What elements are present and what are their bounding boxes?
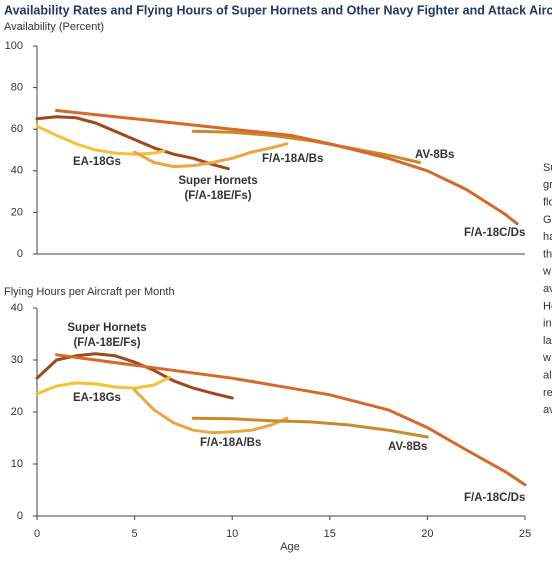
series-line	[55, 109, 519, 226]
series-label: EA-18Gs	[73, 392, 121, 404]
series-label: Super Hornets (F/A-18E/Fs)	[67, 322, 146, 349]
y-tick-label: 20	[11, 406, 23, 418]
series-label: AV-8Bs	[388, 441, 427, 453]
x-axis-label: Age	[280, 541, 300, 553]
sidebar-text: w	[542, 352, 551, 364]
page-title: Availability Rates and Flying Hours of S…	[4, 3, 552, 17]
series-line	[133, 388, 289, 435]
y-tick-label: 30	[11, 354, 23, 366]
y-tick-label: 0	[17, 510, 23, 522]
sidebar-text: Gr	[543, 214, 552, 226]
y-tick-label: 80	[11, 82, 23, 94]
y-tick-label: 20	[11, 206, 23, 218]
sidebar-text: ha	[543, 231, 552, 243]
sidebar-text: Su	[543, 162, 552, 174]
series-label: AV-8Bs	[415, 149, 454, 161]
sidebar-text: av	[543, 283, 552, 295]
x-tick-label: 10	[226, 528, 238, 540]
series-line	[35, 124, 166, 156]
y-tick-label: 40	[11, 165, 23, 177]
y-tick-label: 0	[17, 248, 23, 260]
x-tick-label: 15	[324, 528, 336, 540]
sidebar-text: th	[543, 248, 552, 260]
y-tick-label: 100	[5, 40, 23, 52]
series-line	[133, 142, 289, 169]
y-tick-label: 40	[11, 302, 23, 314]
y-axis-label: Flying Hours per Aircraft per Month	[4, 286, 175, 298]
series-label: F/A-18C/Ds	[464, 492, 525, 504]
x-tick-label: 0	[34, 528, 40, 540]
series-line	[35, 375, 172, 396]
x-tick-label: 5	[132, 528, 138, 540]
series-line	[191, 416, 429, 439]
y-tick-label: 60	[11, 123, 23, 135]
series-label-line: Super Hornets	[67, 322, 146, 334]
sidebar-text: He	[543, 300, 552, 312]
series-line	[35, 115, 230, 171]
sidebar-text: al	[543, 370, 552, 382]
y-axis-label: Availability (Percent)	[4, 21, 104, 33]
y-tick-label: 10	[11, 458, 23, 470]
series-line	[55, 353, 527, 487]
series-label: Super Hornets (F/A-18E/Fs)	[178, 175, 257, 202]
sidebar-text: av	[543, 404, 552, 416]
series-label: EA-18Gs	[73, 156, 121, 168]
series-label: F/A-18A/Bs	[200, 437, 261, 449]
sidebar-text: gr	[543, 179, 552, 191]
series-label-line: Super Hornets	[178, 175, 257, 187]
sidebar-text: w	[542, 266, 551, 278]
x-tick-label: 25	[519, 528, 531, 540]
x-tick-label: 20	[421, 528, 433, 540]
sidebar-text: re	[543, 387, 552, 399]
series-label: F/A-18A/Bs	[262, 153, 323, 165]
series-label: F/A-18C/Ds	[464, 227, 525, 239]
series-label-line: (F/A-18E/Fs)	[184, 190, 251, 202]
sidebar-text: flo	[543, 197, 552, 209]
sidebar-text: la	[543, 335, 552, 347]
series-label-line: (F/A-18E/Fs)	[73, 337, 140, 349]
sidebar-text: in	[543, 318, 552, 330]
